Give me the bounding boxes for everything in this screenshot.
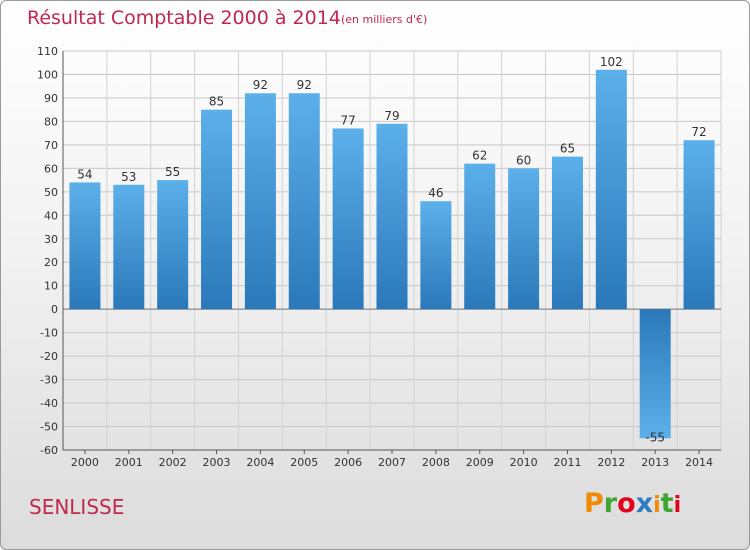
data-label-2006: 77 [340,113,355,127]
y-tick-label: 80 [44,115,58,128]
y-tick-label: -10 [40,327,58,340]
y-tick-label: -50 [40,421,58,434]
x-tick-label: 2012 [597,456,625,469]
x-tick-label: 2004 [246,456,274,469]
data-label-2007: 79 [384,109,399,123]
data-label-2012: 102 [600,55,623,69]
bar-2001 [113,184,145,310]
bar-2004 [244,93,276,310]
place-name: SENLISSE [29,495,125,519]
brand-logo: Proxiti [584,488,681,519]
bar-2005 [288,93,320,310]
bar-2013 [639,309,671,439]
x-tick-label: 2008 [422,456,450,469]
bar-2009 [464,163,496,310]
bar-2010 [508,168,540,310]
y-tick-label: 60 [44,162,58,175]
bar-2012 [595,69,627,310]
chart-title: Résultat Comptable 2000 à 2014 [27,7,341,29]
data-label-2013: -55 [645,430,665,444]
y-tick-label: 100 [37,68,58,81]
label-layer: 54 53 55 85 92 92 77 79 46 62 60 65 102 -55 72 [77,55,706,444]
x-tick-label: 2011 [553,456,581,469]
y-tick-label: 40 [44,209,58,222]
x-tick-label: 2005 [290,456,318,469]
brand-letter: x [635,488,654,519]
bar-2014 [683,140,715,310]
bar-2002 [157,180,189,310]
data-label-2009: 62 [472,149,487,163]
bar-2006 [332,128,364,310]
bar-2008 [420,201,452,310]
x-tick-label: 2014 [685,456,713,469]
y-tick-label: 0 [51,303,58,316]
data-label-2010: 60 [516,153,531,167]
brand-letter: o [617,488,636,519]
y-tick-label: 110 [37,45,58,58]
x-tick-label: 2013 [641,456,669,469]
data-label-2002: 55 [165,165,180,179]
x-tick-label: 2002 [159,456,187,469]
x-tick-label: 2003 [203,456,231,469]
y-tick-label: -20 [40,350,58,363]
y-tick-label: 50 [44,186,58,199]
x-tick-label: 2007 [378,456,406,469]
brand-letter: i [673,493,682,518]
bar-2011 [551,156,583,310]
bar-2007 [376,123,408,310]
y-tick-label: 90 [44,92,58,105]
x-tick-label: 2000 [71,456,99,469]
data-label-2014: 72 [691,125,706,139]
brand-letter: t [660,488,674,519]
brand-letter: P [584,488,604,519]
y-tick-label: 70 [44,139,58,152]
x-tick-label: 2001 [115,456,143,469]
data-label-2008: 46 [428,186,443,200]
data-label-2003: 85 [209,95,224,109]
data-label-2005: 92 [297,78,312,92]
y-tick-label: 30 [44,233,58,246]
brand-letter: i [653,493,661,518]
data-label-2004: 92 [253,78,268,92]
bar-layer [69,69,715,439]
bar-2000 [69,182,101,310]
y-tick-label: -30 [40,374,58,387]
data-label-2001: 53 [121,170,136,184]
y-tick-label: 10 [44,280,58,293]
x-tick-label: 2006 [334,456,362,469]
data-label-2000: 54 [77,167,92,181]
chart-subtitle: (en milliers d'€) [341,13,428,26]
y-tick-label: -60 [40,444,58,457]
x-tick-label: 2009 [466,456,494,469]
y-tick-label: 20 [44,256,58,269]
brand-letter: r [603,488,618,519]
data-label-2011: 65 [560,142,575,156]
x-tick-label: 2010 [510,456,538,469]
y-tick-label: -40 [40,397,58,410]
bar-2003 [201,109,233,310]
